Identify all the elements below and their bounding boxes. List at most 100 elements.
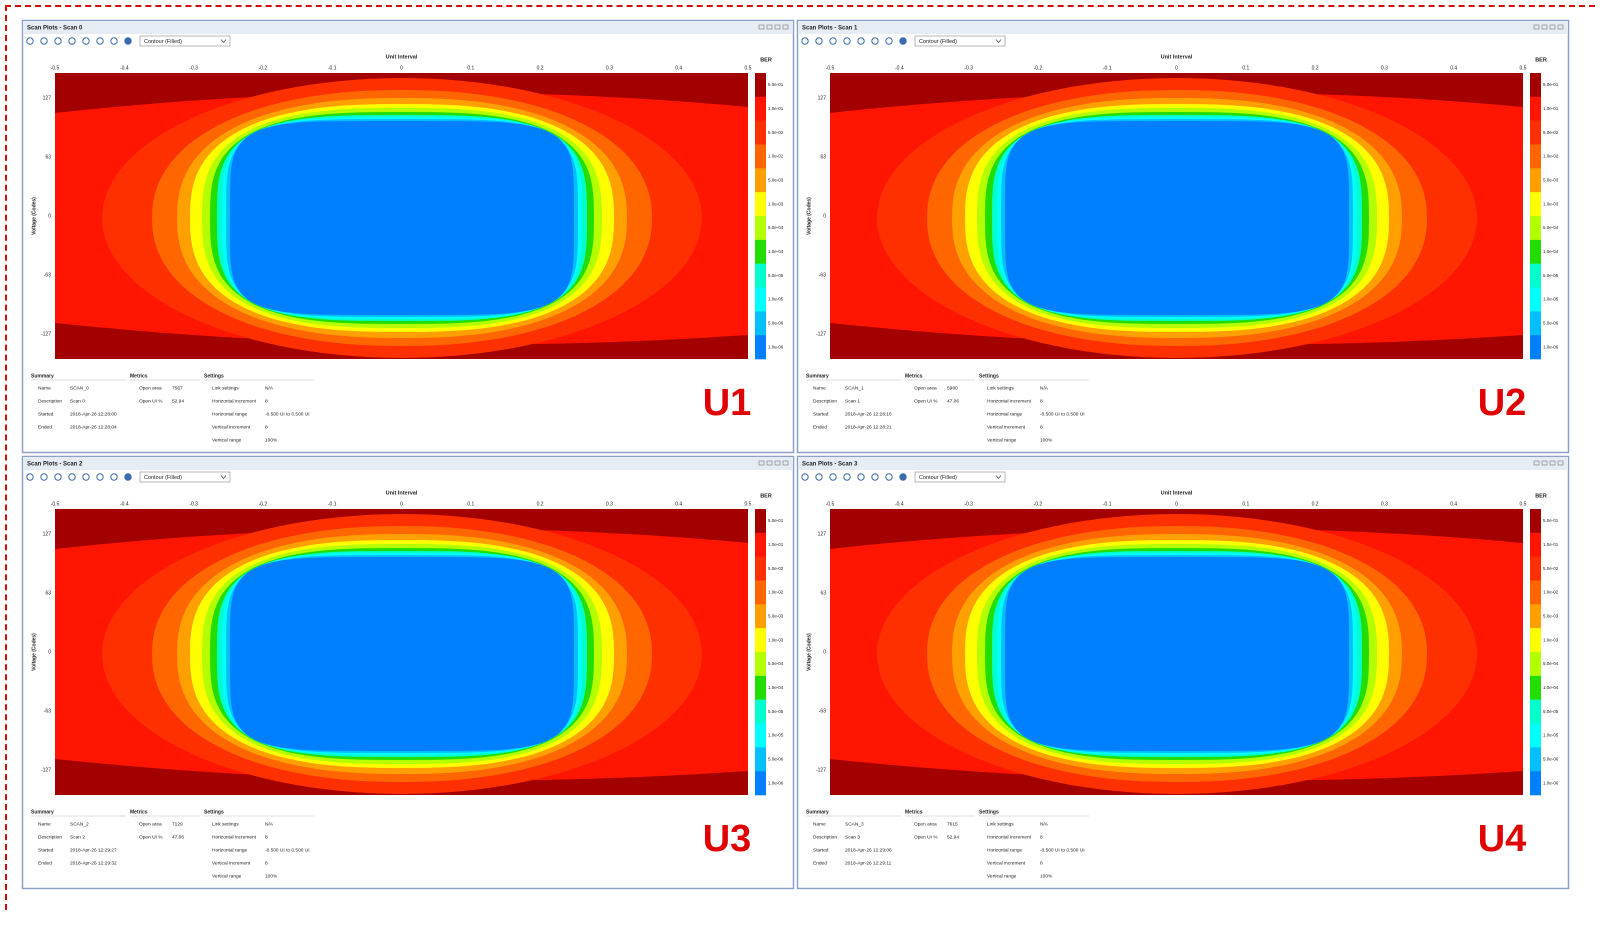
window-control[interactable] <box>774 460 781 466</box>
toolbar-button[interactable] <box>829 473 837 481</box>
toolbar-button[interactable] <box>899 37 907 45</box>
colorbar-band <box>755 144 766 169</box>
toolbar-button[interactable] <box>96 37 104 45</box>
toolbar-button[interactable] <box>40 37 48 45</box>
window-control[interactable] <box>774 24 781 30</box>
window-control[interactable] <box>1557 24 1564 30</box>
colorbar-label: 5.0e-03 <box>768 613 784 618</box>
colorbar-band <box>1530 604 1541 629</box>
toolbar-button[interactable] <box>68 37 76 45</box>
window-control[interactable] <box>766 24 773 30</box>
toolbar-button[interactable] <box>885 473 893 481</box>
toolbar-button[interactable] <box>871 37 879 45</box>
window-control[interactable] <box>782 24 789 30</box>
view-dropdown[interactable] <box>139 471 231 483</box>
toolbar-button[interactable] <box>857 473 865 481</box>
window-control[interactable] <box>1541 24 1548 30</box>
view-dropdown[interactable] <box>914 35 1006 47</box>
toolbar-button[interactable] <box>871 473 879 481</box>
toolbar-button[interactable] <box>843 37 851 45</box>
toolbar-button[interactable] <box>96 473 104 481</box>
dropdown-value: Contour (Filled) <box>144 39 182 45</box>
toolbar-button[interactable] <box>815 473 823 481</box>
toolbar-button[interactable] <box>26 473 34 481</box>
info-label: Horizontal increment <box>987 834 1032 840</box>
colorbar-band <box>755 216 766 241</box>
colorbar-label: 1.0e-01 <box>768 106 784 111</box>
colorbar-band <box>1530 311 1541 336</box>
toolbar-button[interactable] <box>26 37 34 45</box>
x-tick-label: 0.5 <box>1520 65 1527 71</box>
dropdown-value: Contour (Filled) <box>919 39 957 45</box>
window-control[interactable] <box>1541 460 1548 466</box>
info-value: 100% <box>1040 437 1053 443</box>
window-control[interactable] <box>1549 24 1556 30</box>
toolbar-button[interactable] <box>801 473 809 481</box>
toolbar-button[interactable] <box>124 473 132 481</box>
info-label: Link settings <box>987 821 1014 827</box>
section-title: Settings <box>204 809 224 815</box>
info-label: Name <box>38 385 51 391</box>
colorbar-band <box>1530 509 1541 534</box>
colorbar-band <box>1530 263 1541 288</box>
window-control[interactable] <box>1557 460 1564 466</box>
colorbar-band <box>755 73 766 98</box>
info-label: Horizontal range <box>212 411 248 417</box>
colorbar-label: 1.0e-05 <box>768 733 784 738</box>
view-dropdown[interactable] <box>914 471 1006 483</box>
info-value: 7615 <box>947 821 958 827</box>
window-control[interactable] <box>782 460 789 466</box>
colorbar-label: 1.0e-03 <box>768 637 784 642</box>
x-tick-label: 0 <box>400 501 403 507</box>
panel-title: Scan Plots - Scan 1 <box>802 26 858 32</box>
toolbar-button[interactable] <box>82 37 90 45</box>
info-value: Scan 2 <box>70 834 85 840</box>
window-control[interactable] <box>758 24 765 30</box>
toolbar-button[interactable] <box>54 37 62 45</box>
toolbar-button[interactable] <box>899 473 907 481</box>
info-value: 7567 <box>172 385 183 391</box>
toolbar-button[interactable] <box>124 37 132 45</box>
unit-label: U1 <box>703 382 752 424</box>
info-value: 100% <box>265 873 278 879</box>
colorbar-label: 1.0e-06 <box>1543 344 1559 349</box>
view-dropdown[interactable] <box>139 35 231 47</box>
colorbar-band <box>1530 239 1541 264</box>
info-label: Started <box>813 847 829 853</box>
info-value: 2018-Apr-26 12:28:16 <box>845 411 892 417</box>
window-control[interactable] <box>758 460 765 466</box>
toolbar-button[interactable] <box>54 473 62 481</box>
window-control[interactable] <box>1533 460 1540 466</box>
toolbar-button[interactable] <box>40 473 48 481</box>
toolbar-button[interactable] <box>843 473 851 481</box>
toolbar-button[interactable] <box>82 473 90 481</box>
info-value: 7129 <box>172 821 183 827</box>
info-label: Link settings <box>212 821 239 827</box>
toolbar-button[interactable] <box>801 37 809 45</box>
info-label: Vertical increment <box>987 424 1026 430</box>
scan-panel: Scan Plots - Scan 1 Contour (Filled) Unit … <box>796 19 1570 454</box>
toolbar-button[interactable] <box>857 37 865 45</box>
y-tick-label: 63 <box>45 154 51 160</box>
colorbar-label: 1.0e-05 <box>1543 297 1559 302</box>
toolbar-button[interactable] <box>815 37 823 45</box>
info-value: 47.06 <box>947 398 959 404</box>
toolbar-button[interactable] <box>110 473 118 481</box>
x-tick-label: -0.1 <box>328 65 337 71</box>
section-title: Metrics <box>905 373 923 379</box>
toolbar-button[interactable] <box>829 37 837 45</box>
window-control[interactable] <box>1549 460 1556 466</box>
info-value: 100% <box>1040 873 1053 879</box>
toolbar-button[interactable] <box>885 37 893 45</box>
info-value: 8 <box>1040 834 1043 840</box>
colorbar-label: 1.0e-01 <box>1543 106 1559 111</box>
scan-panel: Scan Plots - Scan 0 Contour (Filled) Unit … <box>21 19 795 454</box>
window-control[interactable] <box>766 460 773 466</box>
toolbar-button[interactable] <box>68 473 76 481</box>
contour-level <box>1005 557 1349 751</box>
title-bar <box>798 21 1568 34</box>
info-label: Description <box>813 398 837 404</box>
toolbar-button[interactable] <box>110 37 118 45</box>
colorbar-label: 5.0e-05 <box>768 709 784 714</box>
window-control[interactable] <box>1533 24 1540 30</box>
